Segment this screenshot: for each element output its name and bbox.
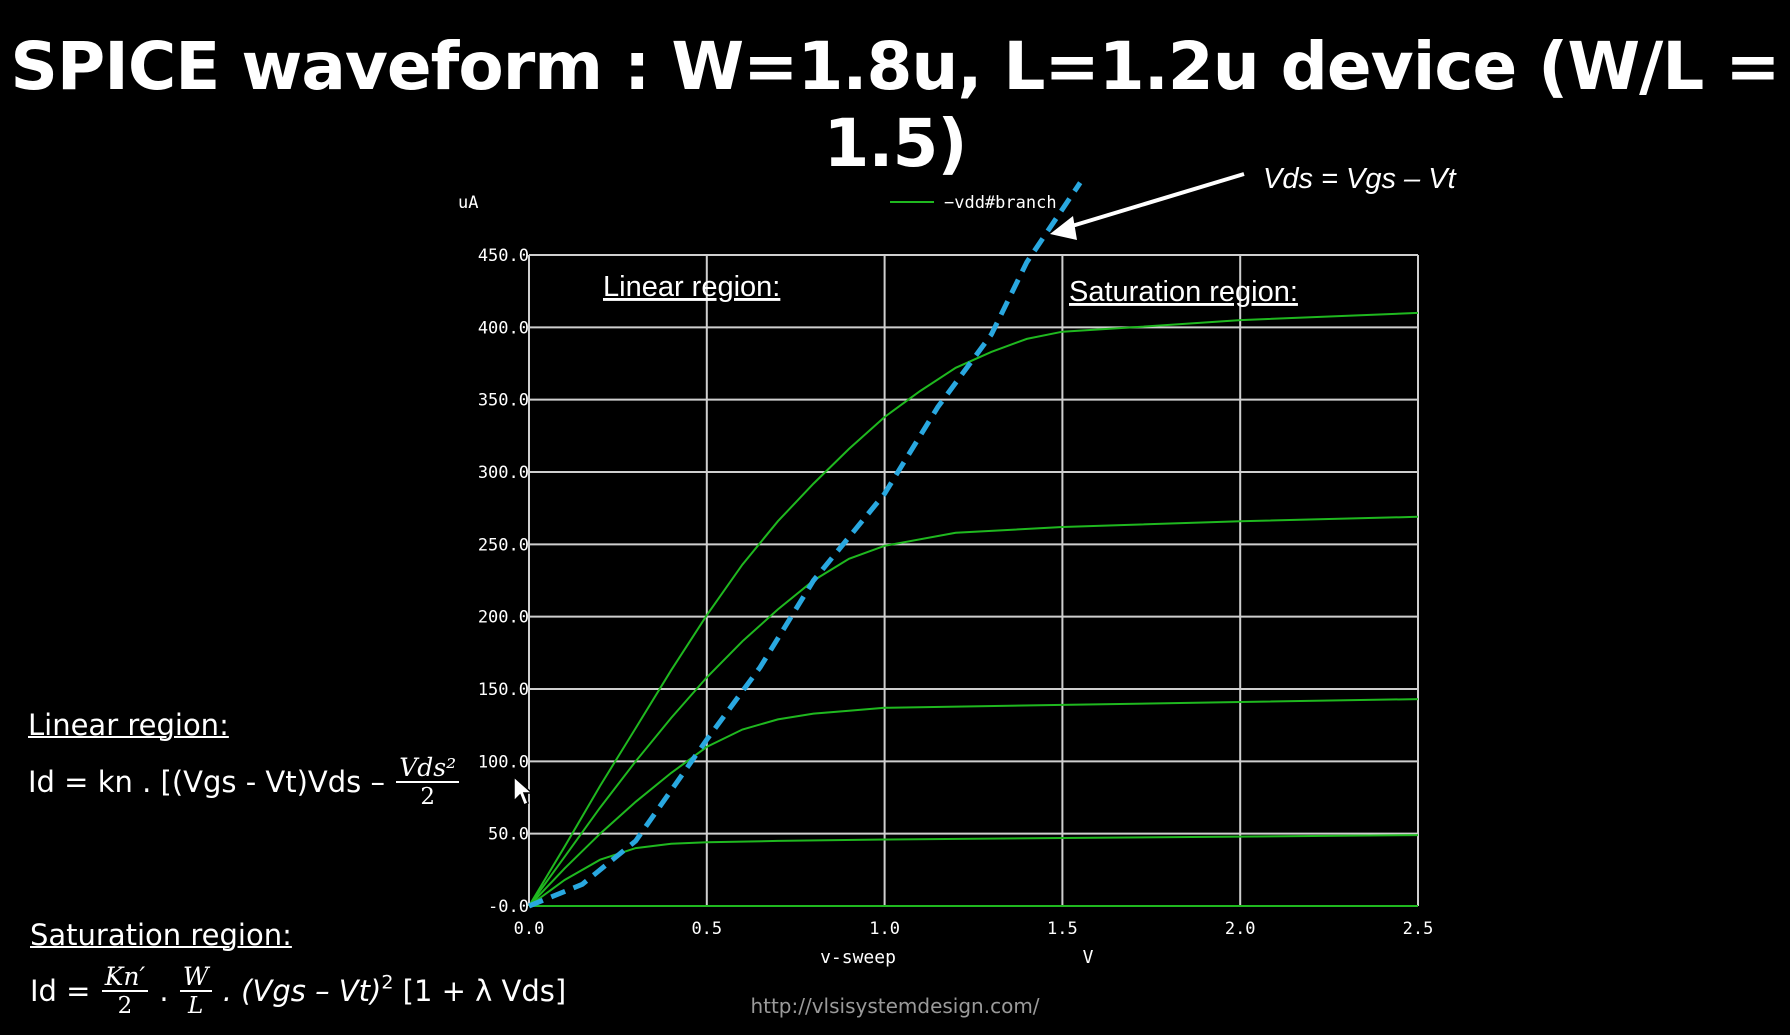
linear-equation-lhs: Id = kn . [(Vgs - Vt)Vds – xyxy=(28,765,386,800)
source-url: http://vlsisystemdesign.com/ xyxy=(750,994,1040,1018)
chart-grid xyxy=(528,254,1419,907)
x-tick-label: 0.0 xyxy=(514,919,545,939)
x-axis-unit: V xyxy=(1083,947,1094,968)
x-tick-label: 1.5 xyxy=(1047,919,1078,939)
linear-equation: Id = kn . [(Vgs - Vt)Vds – Vds² 2 xyxy=(28,754,461,809)
id-vds-curve xyxy=(528,515,1419,907)
saturation-equation-heading: Saturation region: xyxy=(30,918,292,952)
y-tick-label: 400.0 xyxy=(478,318,529,338)
x-tick-label: 2.0 xyxy=(1225,919,1256,939)
saturation-equation: Id = Kn′ 2 . W L . (Vgs – Vt)2 [1 + λ Vd… xyxy=(30,962,567,1020)
y-tick-label: 200.0 xyxy=(478,608,529,628)
chart-series xyxy=(528,311,1419,907)
y-axis-label: uA xyxy=(458,193,478,213)
page-title: SPICE waveform : W=1.8u, L=1.2u device (… xyxy=(10,28,1780,182)
linear-equation-fraction: Vds² 2 xyxy=(396,754,460,809)
x-tick-label: 0.5 xyxy=(691,919,722,939)
y-tick-label: 300.0 xyxy=(478,463,529,483)
vds-locus-arrow xyxy=(1061,172,1245,231)
vds-locus-annotation: Vds = Vgs – Vt xyxy=(1263,163,1458,195)
y-tick-label: -0.0 xyxy=(488,897,529,917)
w-over-l-fraction: W L xyxy=(179,963,212,1018)
y-tick-label: 350.0 xyxy=(478,391,529,411)
mouse-pointer-icon xyxy=(513,775,534,807)
y-tick-label: 150.0 xyxy=(478,680,529,700)
kn-over-2-fraction: Kn′ 2 xyxy=(101,963,149,1018)
saturation-region-annotation: Saturation region: xyxy=(1069,276,1298,308)
y-tick-label: 250.0 xyxy=(478,535,529,555)
x-tick-label: 1.0 xyxy=(869,919,900,939)
id-vds-curve xyxy=(528,698,1419,907)
y-tick-label: 450.0 xyxy=(478,246,529,266)
y-tick-label: 100.0 xyxy=(478,752,529,772)
x-tick-label: 2.5 xyxy=(1403,919,1434,939)
vds-locus-line xyxy=(528,181,1083,909)
legend-label: −vdd#branch xyxy=(944,193,1057,213)
chart-tick-labels: 0.0 0.5 1.0 1.5 2.0 2.5 -0.0 50.0 100.0 150.0 200.… xyxy=(478,246,1434,939)
y-tick-label: 50.0 xyxy=(488,825,529,845)
id-vds-curve xyxy=(528,834,1419,907)
linear-equation-heading: Linear region: xyxy=(28,708,229,742)
vds-locus-arrowhead xyxy=(1050,216,1077,240)
linear-region-annotation: Linear region: xyxy=(603,271,780,303)
x-axis-label: v-sweep xyxy=(820,947,896,968)
id-vds-curve xyxy=(528,311,1419,907)
